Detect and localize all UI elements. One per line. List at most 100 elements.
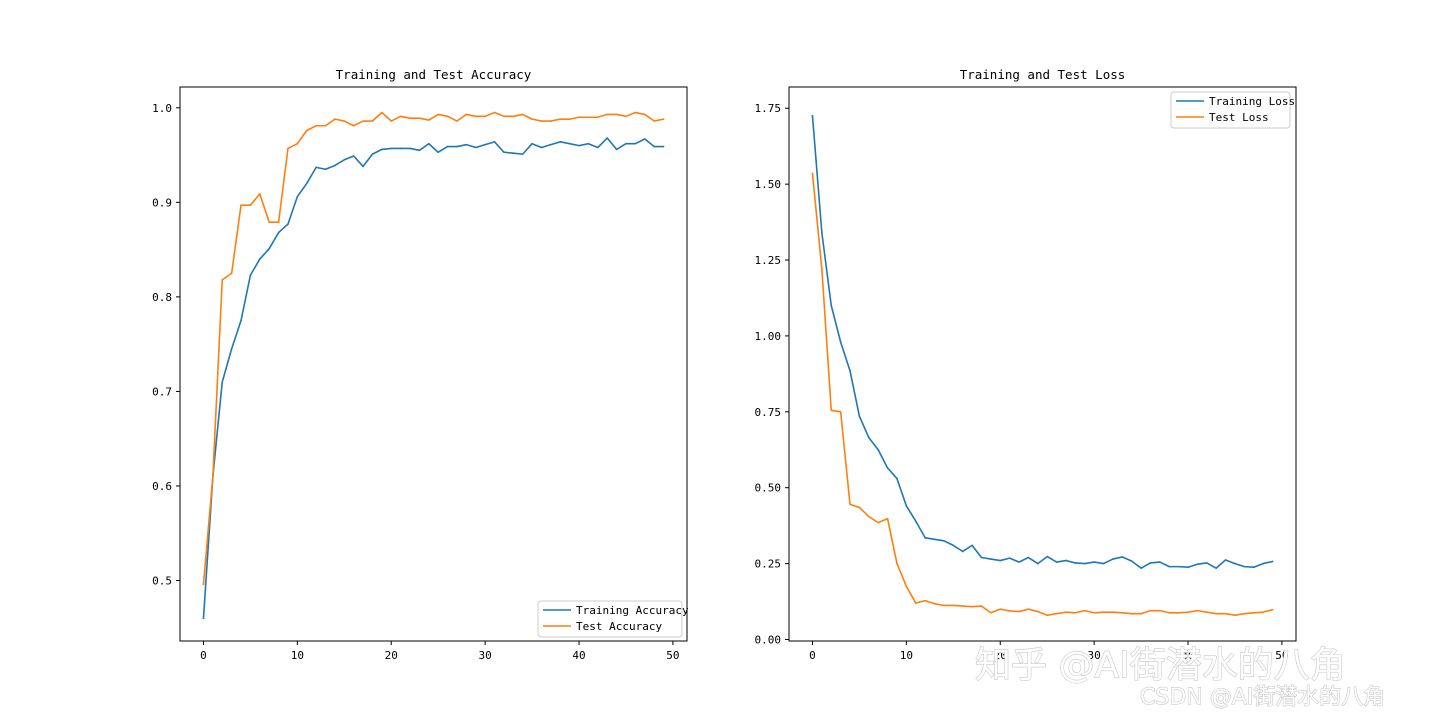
accuracy-series-1-point-43 — [606, 113, 608, 116]
loss-series-1-point-31 — [1102, 611, 1105, 613]
loss-series-1-point-8 — [886, 517, 889, 520]
loss-series-1-point-18 — [980, 605, 983, 607]
loss-series-1-point-21 — [1008, 610, 1011, 612]
loss-series-0-point-48 — [1262, 562, 1264, 565]
accuracy-series-0-point-45 — [625, 142, 627, 145]
accuracy-series-0-point-38 — [559, 141, 562, 143]
loss-series-0-point-47 — [1252, 566, 1255, 569]
accuracy-series-0-point-35 — [531, 142, 533, 145]
accuracy-plot-frame — [179, 86, 688, 642]
loss-series-0-point-43 — [1215, 567, 1217, 569]
accuracy-series-0-point-41 — [587, 142, 590, 145]
loss-series-1-point-33 — [1121, 611, 1124, 614]
accuracy-ticks-layer: 0 10 20 30 40 50 0.5 0.6 0.7 0.8 0.9 1.0 — [152, 102, 679, 662]
accuracy-series-0-point-2 — [221, 381, 224, 383]
accuracy-series-1-point-33 — [512, 115, 515, 118]
loss-series-1-point-49 — [1271, 608, 1274, 611]
loss-series-1-point-45 — [1234, 614, 1236, 616]
accuracy-series-1-point-0 — [202, 583, 205, 586]
loss-series-0-point-10 — [905, 505, 908, 507]
loss-series-0-point-31 — [1102, 562, 1105, 565]
accuracy-xtick-label-1: 10 — [291, 649, 304, 662]
loss-series-0-point-35 — [1140, 567, 1142, 569]
accuracy-series-0-point-22 — [409, 147, 411, 150]
loss-series-line-1 — [811, 172, 1274, 617]
loss-series-1-point-4 — [849, 503, 851, 506]
loss-ytick-label-7: 1.75 — [755, 102, 782, 115]
accuracy-series-1-point-38 — [559, 118, 562, 120]
accuracy-series-0-point-49 — [662, 145, 665, 148]
loss-series-0-point-22 — [1018, 561, 1020, 563]
loss-series-0-point-4 — [849, 370, 851, 372]
loss-series-layer — [811, 115, 1274, 617]
accuracy-series-1-point-47 — [643, 113, 646, 116]
accuracy-series-0-point-28 — [465, 143, 468, 146]
loss-series-0-point-5 — [858, 415, 861, 418]
accuracy-series-1-point-32 — [503, 115, 505, 118]
loss-series-0-point-13 — [933, 538, 936, 541]
accuracy-ytick-label-3: 0.8 — [152, 291, 172, 304]
accuracy-series-1-point-4 — [240, 204, 242, 206]
accuracy-series-0-point-3 — [230, 348, 233, 350]
loss-xtick-label-2: 20 — [994, 649, 1007, 662]
loss-series-0-point-23 — [1027, 556, 1030, 559]
loss-series-0-point-7 — [877, 448, 879, 451]
loss-series-0-point-34 — [1130, 560, 1133, 562]
accuracy-series-0-point-40 — [578, 144, 580, 147]
loss-series-1-point-10 — [905, 585, 908, 588]
loss-series-0-point-12 — [924, 536, 926, 539]
loss-series-1-point-41 — [1196, 609, 1199, 612]
loss-ytick-label-3: 0.75 — [755, 406, 782, 419]
accuracy-series-1-point-34 — [521, 113, 524, 116]
loss-series-0-point-30 — [1093, 561, 1095, 563]
loss-series-1-point-1 — [821, 268, 823, 270]
loss-chart: Training and Test Loss 0 10 20 30 40 50 0.00 0.… — [755, 67, 1297, 662]
loss-legend-label-test: Test Loss — [1209, 111, 1269, 124]
accuracy-series-1-point-31 — [493, 111, 496, 114]
accuracy-series-0-point-10 — [296, 195, 299, 198]
loss-series-1-point-0 — [811, 172, 814, 175]
loss-ytick-label-5: 1.25 — [755, 254, 782, 267]
accuracy-series-1-point-12 — [315, 124, 317, 127]
loss-series-0-point-16 — [961, 550, 964, 553]
accuracy-legend-label-training: Training Accuracy — [576, 604, 689, 617]
accuracy-series-0-point-46 — [634, 142, 637, 145]
accuracy-ytick-label-5: 1.0 — [152, 102, 172, 115]
loss-series-0-point-1 — [821, 231, 823, 234]
accuracy-series-0-point-9 — [287, 223, 289, 225]
loss-series-1-point-22 — [1018, 610, 1020, 613]
accuracy-series-1-point-9 — [287, 147, 289, 150]
loss-series-1-point-16 — [961, 605, 964, 607]
loss-series-1-point-34 — [1130, 612, 1133, 615]
accuracy-xtick-label-2: 20 — [385, 649, 398, 662]
accuracy-series-1-point-45 — [625, 115, 627, 118]
accuracy-series-1-point-23 — [418, 117, 421, 119]
accuracy-series-0-point-20 — [390, 147, 393, 150]
accuracy-series-0-point-47 — [643, 138, 646, 140]
loss-series-0-point-11 — [914, 520, 917, 522]
loss-series-1-point-2 — [830, 409, 833, 412]
accuracy-series-0-point-6 — [259, 258, 261, 260]
loss-series-0-point-6 — [868, 436, 870, 439]
accuracy-series-1-point-17 — [362, 120, 364, 122]
accuracy-chart: Training and Test Accuracy 0 10 20 30 40 50 0.… — [152, 67, 689, 662]
loss-series-1-point-6 — [868, 515, 870, 518]
loss-series-1-point-36 — [1149, 609, 1152, 612]
accuracy-series-0-point-16 — [352, 155, 355, 157]
accuracy-legend: Training Accuracy Test Accuracy — [537, 600, 689, 638]
accuracy-series-0-point-32 — [503, 151, 505, 154]
accuracy-ytick-label-1: 0.6 — [152, 480, 172, 493]
accuracy-series-0-point-13 — [324, 168, 327, 171]
loss-series-0-point-42 — [1206, 562, 1208, 564]
loss-series-0-point-36 — [1149, 562, 1152, 564]
accuracy-series-0-point-23 — [418, 149, 421, 152]
accuracy-series-0-point-17 — [362, 165, 364, 168]
loss-series-1-point-47 — [1252, 611, 1255, 614]
loss-series-0-point-21 — [1008, 557, 1011, 559]
loss-series-line-0 — [811, 115, 1274, 569]
accuracy-legend-box — [537, 600, 683, 638]
accuracy-series-0-point-11 — [305, 182, 308, 185]
accuracy-series-0-point-15 — [343, 159, 346, 161]
loss-series-1-point-24 — [1037, 610, 1039, 613]
